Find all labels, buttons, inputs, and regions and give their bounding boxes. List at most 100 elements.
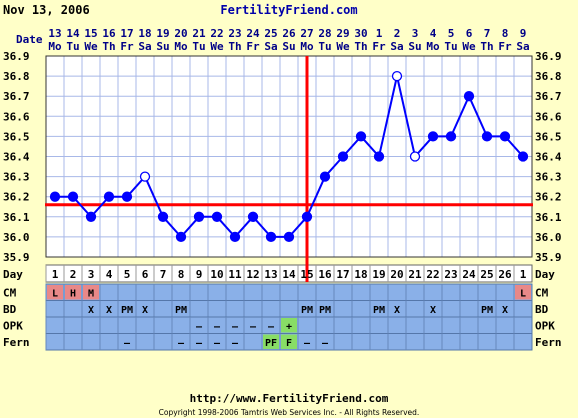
day-number: 12 (246, 268, 259, 281)
day-row-label-right: Day (535, 268, 555, 281)
weekday-label: Th (228, 40, 241, 53)
date-label: 5 (448, 27, 455, 40)
opk-cell-value: + (286, 322, 292, 333)
fern-cell-value: F (286, 338, 292, 349)
weekday-label: Sa (264, 40, 277, 53)
fern-cell-value: — (232, 338, 239, 349)
day-number: 20 (390, 268, 403, 281)
bd-cell-value: PM (319, 305, 331, 316)
day-number: 11 (228, 268, 242, 281)
day-number: 14 (282, 268, 296, 281)
bd-cell-value: X (142, 305, 148, 316)
y-tick-label-right: 36.8 (535, 70, 562, 83)
cm-cell-fill (83, 285, 99, 300)
temp-point (283, 231, 295, 243)
weekday-label: Th (102, 40, 115, 53)
weekday-label: Sa (516, 40, 529, 53)
date-label: 3 (412, 27, 419, 40)
fern-cell-value: — (178, 338, 185, 349)
cm-cell-value: L (520, 289, 526, 300)
opk-cell-value: — (196, 322, 203, 333)
bd-cell-value: X (88, 305, 94, 316)
weekday-label: We (462, 40, 476, 53)
opk-cell-fill (281, 318, 297, 333)
date-label: 16 (102, 27, 116, 40)
detail-rows (45, 264, 533, 351)
temp-point (49, 191, 61, 202)
temp-point (301, 211, 313, 222)
temp-point (211, 211, 223, 222)
date-label: 26 (282, 27, 296, 40)
y-tick-label-right: 36.7 (535, 90, 562, 103)
day-number: 26 (498, 268, 512, 281)
day-number: 4 (106, 268, 113, 281)
date-label: 1 (376, 27, 383, 40)
date-label: 13 (48, 27, 61, 40)
y-tick-label-right: 36.0 (535, 231, 562, 244)
bd-cell-value: PM (301, 305, 313, 316)
date-label: 21 (192, 27, 206, 40)
weekday-label: We (336, 40, 350, 53)
weekday-label: Tu (318, 40, 331, 53)
fern-cell-value: — (196, 338, 203, 349)
fern-row-label-left: Fern (3, 336, 30, 349)
y-tick-label-right: 36.5 (535, 130, 562, 143)
y-tick-label-left: 36.9 (3, 50, 30, 63)
temp-point-open (391, 70, 403, 82)
weekday-label: Sa (138, 40, 151, 53)
date-row-label: Date (16, 33, 43, 46)
day-number: 7 (160, 268, 167, 281)
cm-cell-fill (47, 285, 63, 300)
day-number: 21 (408, 268, 422, 281)
day-number: 24 (462, 268, 476, 281)
bd-cell-value: X (430, 305, 436, 316)
day-number: 15 (300, 268, 313, 281)
date-label: 23 (228, 27, 241, 40)
axis-labels: 35.9 35.9 36.0 36.0 36.1 36.1 36.2 36.2 36.3 36.3… (3, 27, 562, 349)
plot-area (45, 55, 533, 258)
y-tick-label-left: 36.0 (3, 231, 30, 244)
weekday-label: Tu (66, 40, 79, 53)
date-label: 25 (264, 27, 277, 40)
date-label: 17 (120, 27, 133, 40)
temp-point (319, 171, 331, 182)
weekday-label: We (210, 40, 224, 53)
fern-row-label-right: Fern (535, 336, 562, 349)
temp-point (85, 211, 97, 222)
bd-cell-value: X (502, 305, 508, 316)
temp-point (517, 151, 529, 162)
opk-cell-value: — (232, 322, 239, 333)
footer-copyright: Copyright 1998-2006 Tamtris Web Services… (159, 408, 420, 417)
y-tick-label-right: 36.9 (535, 50, 562, 63)
weekday-label: Sa (390, 40, 403, 53)
bd-cell-value: X (106, 305, 112, 316)
fern-cell-value: — (304, 338, 311, 349)
date-label: 28 (318, 27, 331, 40)
day-number: 3 (88, 268, 95, 281)
y-tick-label-left: 36.1 (3, 211, 30, 224)
weekday-label: Th (480, 40, 493, 53)
temp-point (337, 151, 349, 162)
date-label: 7 (484, 27, 491, 40)
day-number: 18 (354, 268, 367, 281)
temp-point (121, 191, 133, 202)
day-number: 23 (444, 268, 457, 281)
date-label: 27 (300, 27, 313, 40)
temp-point (193, 211, 205, 222)
temp-point-open (409, 151, 421, 162)
weekday-label: We (84, 40, 98, 53)
date-label: 14 (66, 27, 80, 40)
weekday-label: Tu (192, 40, 205, 53)
temp-point (481, 131, 493, 142)
bd-cell-value: PM (175, 305, 187, 316)
cm-cell-fill (515, 285, 531, 300)
day-number: 17 (336, 268, 349, 281)
date-label: 8 (502, 27, 509, 40)
y-tick-label-right: 36.3 (535, 171, 562, 184)
date-label: 22 (210, 27, 223, 40)
day-number: 1 (520, 268, 527, 281)
day-number: 8 (178, 268, 185, 281)
date-label: 19 (156, 27, 169, 40)
date-label: 29 (336, 27, 349, 40)
